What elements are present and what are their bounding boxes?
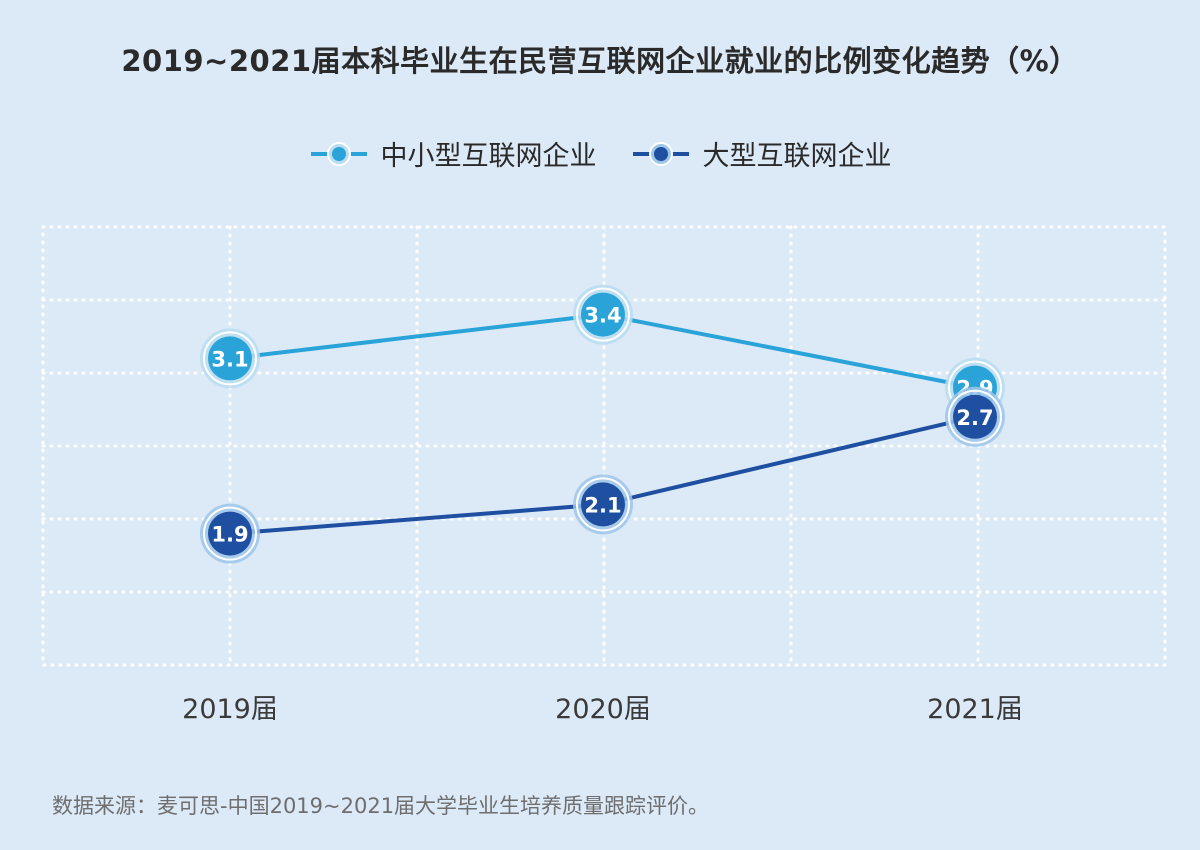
legend-swatch-large xyxy=(632,141,689,166)
series-small-medium-data-label: 3.4 xyxy=(584,304,621,328)
series-small-medium-data-label: 3.1 xyxy=(211,347,248,371)
series-large-point-ring xyxy=(576,477,630,532)
series-large-data-label: 2.1 xyxy=(584,493,621,517)
series-large-point-ring xyxy=(948,389,1002,444)
series-large-data-label: 1.9 xyxy=(211,523,248,547)
legend-swatch-small-medium xyxy=(310,141,367,166)
series-large-point-ring xyxy=(203,506,257,561)
legend-item-large: 大型互联网企业 xyxy=(631,134,892,173)
series-small-medium-point xyxy=(208,336,252,381)
x-tick-label: 2020届 xyxy=(555,694,651,725)
x-tick-label: 2021届 xyxy=(927,694,1023,725)
series-small-medium-point xyxy=(581,292,625,337)
legend-item-small-medium: 中小型互联网企业 xyxy=(309,134,597,173)
series-large-data-label: 2.7 xyxy=(956,406,993,430)
legend-label-small-medium: 中小型互联网企业 xyxy=(380,141,597,172)
x-tick-label: 2019届 xyxy=(182,694,278,725)
series-large-point xyxy=(581,482,625,527)
data-source-note: 数据来源：麦可思-中国2019~2021届大学毕业生培养质量跟踪评价。 xyxy=(52,794,710,818)
series-small-medium-point-ring xyxy=(203,331,257,386)
series-large-point xyxy=(953,394,997,439)
series-large-point xyxy=(208,511,252,556)
chart-title: 2019~2021届本科毕业生在民营互联网企业就业的比例变化趋势（%） xyxy=(121,44,1079,78)
series-small-medium-point-ring xyxy=(576,287,630,342)
chart-legend: 中小型互联网企业 大型互联网企业 xyxy=(0,134,1200,173)
legend-label-large: 大型互联网企业 xyxy=(702,141,892,172)
